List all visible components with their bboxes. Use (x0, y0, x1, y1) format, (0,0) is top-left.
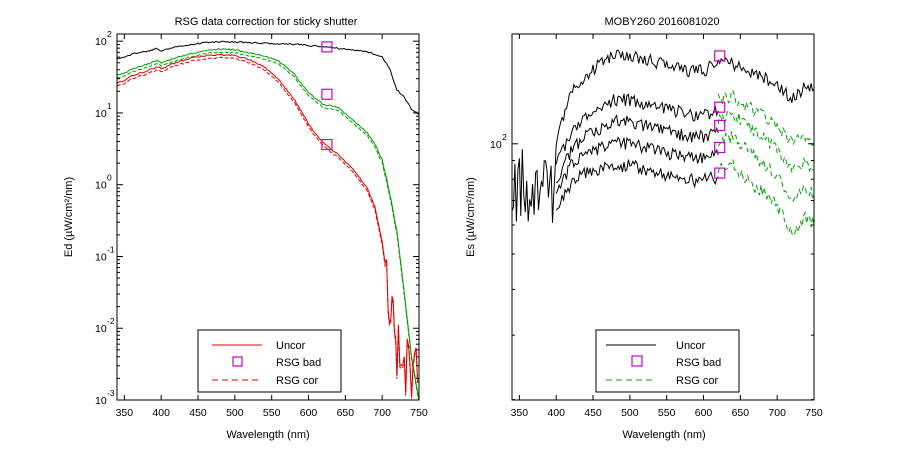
x-tick-label: 650 (732, 407, 750, 419)
right-legend: Uncor RSG bad RSG cor (595, 329, 740, 393)
series-line (117, 40, 419, 115)
right-x-axis-label: Wavelength (nm) (622, 429, 705, 441)
x-tick-label: 350 (116, 407, 134, 419)
series-line (717, 90, 814, 147)
series-line (717, 109, 814, 173)
y-tick-exponent: -1 (107, 244, 115, 254)
series-line (555, 93, 719, 165)
left-plot-frame (116, 33, 420, 401)
x-tick-label: 500 (621, 407, 639, 419)
x-tick-label: 600 (300, 407, 318, 419)
right-plot-ticks: 350 400 450 500 550 600 650 700 750 102 (490, 34, 823, 419)
right-plot: MOBY260 2016081020 350 400 450 500 550 600 650… (465, 16, 823, 441)
x-tick-label: 750 (805, 407, 823, 419)
series-line (555, 136, 719, 194)
rsg-bad-marker (321, 88, 333, 100)
rsg-bad-marker (321, 138, 333, 151)
right-legend-bad-label: RSG bad (676, 357, 721, 369)
x-tick-label: 700 (768, 407, 786, 419)
series-line (117, 53, 419, 396)
y-tick-exponent: -3 (107, 388, 115, 398)
rsg-bad-marker (321, 41, 333, 53)
series-line (512, 49, 814, 223)
y-tick-exponent: 0 (107, 173, 112, 183)
x-tick-label: 350 (511, 407, 529, 419)
y-tick-label: 10 (95, 108, 107, 120)
right-legend-uncor-label: Uncor (676, 340, 706, 352)
y-tick-exponent: 2 (107, 29, 112, 39)
series-line (555, 159, 719, 211)
right-plot-frame (511, 33, 815, 401)
y-tick-label: 10 (95, 36, 107, 48)
x-tick-label: 400 (547, 407, 565, 419)
series-line (117, 47, 419, 400)
right-legend-bad-marker (631, 355, 643, 367)
series-line (717, 131, 814, 202)
right-legend-box (595, 329, 740, 393)
y-tick-label: 10 (490, 139, 502, 151)
corrected-series-line (117, 50, 419, 400)
x-tick-label: 500 (226, 407, 244, 419)
x-tick-label: 600 (695, 407, 713, 419)
y-tick-label: 10 (95, 180, 107, 192)
left-legend-bad-label: RSG bad (276, 357, 321, 369)
right-plot-curves (512, 49, 814, 237)
rsg-bad-marker (714, 101, 726, 113)
x-tick-label: 750 (410, 407, 428, 419)
left-plot-ticks: 350 400 450 500 550 600 650 700 75010-310-210-11… (95, 29, 428, 419)
y-tick-label: 10 (95, 395, 107, 407)
right-y-axis-label: Es (µW/cm²/nm) (465, 177, 477, 257)
left-plot: RSG data correction for sticky shutter 3… (63, 16, 428, 441)
x-tick-label: 450 (189, 407, 207, 419)
corrected-series-line (117, 56, 419, 399)
rsg-bad-marker (714, 50, 726, 62)
y-tick-label: 10 (95, 323, 107, 335)
rsg-bad-marker (714, 167, 726, 179)
x-tick-label: 450 (584, 407, 602, 419)
x-tick-label: 550 (263, 407, 281, 419)
left-plot-curves (117, 40, 419, 400)
y-tick-exponent: -2 (107, 316, 115, 326)
right-legend-cor-label: RSG cor (676, 375, 719, 387)
left-legend-box (197, 329, 342, 393)
series-line (555, 114, 719, 184)
y-tick-label: 10 (95, 251, 107, 263)
left-plot-title: RSG data correction for sticky shutter (175, 16, 358, 28)
left-x-axis-label: Wavelength (nm) (226, 429, 309, 441)
left-legend: Uncor RSG bad RSG cor (197, 329, 342, 393)
x-tick-label: 400 (152, 407, 170, 419)
left-legend-cor-label: RSG cor (276, 375, 319, 387)
x-tick-label: 700 (373, 407, 391, 419)
left-y-axis-label: Ed (µW/cm²/nm) (63, 177, 75, 257)
x-tick-label: 650 (337, 407, 355, 419)
right-plot-title: MOBY260 2016081020 (605, 16, 720, 28)
left-legend-uncor-label: Uncor (276, 340, 306, 352)
x-tick-label: 550 (658, 407, 676, 419)
rsg-bad-marker (714, 119, 726, 132)
series-line (717, 159, 814, 237)
y-tick-exponent: 1 (107, 101, 112, 111)
rsg-bad-marker (714, 141, 726, 154)
y-tick-exponent: 2 (502, 132, 507, 142)
left-legend-bad-marker (232, 356, 243, 367)
